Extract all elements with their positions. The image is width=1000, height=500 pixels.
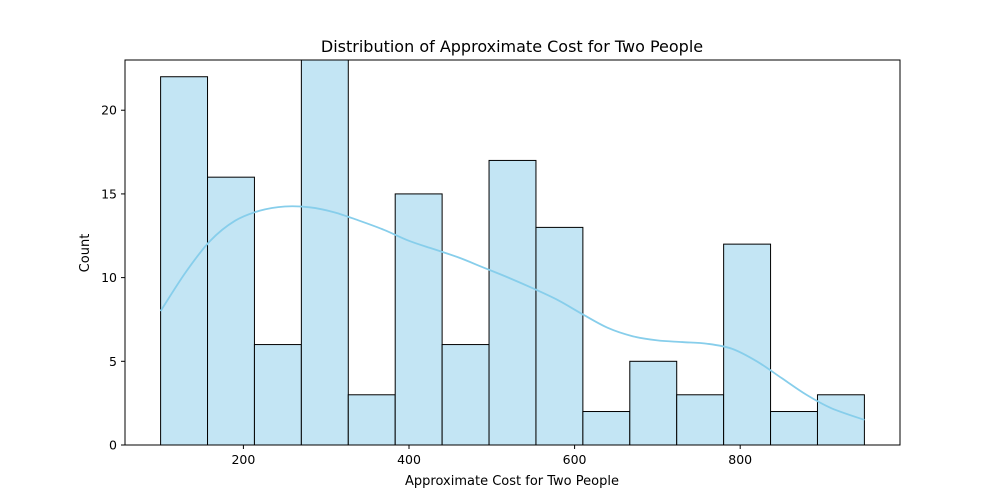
x-axis-label: Approximate Cost for Two People	[405, 474, 619, 489]
y-tick-label: 10	[101, 270, 117, 285]
histogram-bar	[535, 226, 584, 446]
histogram-bar	[253, 344, 302, 446]
kde-group	[159, 205, 865, 421]
y-tick-label: 15	[101, 186, 117, 201]
histogram-bar	[770, 411, 818, 446]
histogram-bar	[676, 394, 725, 446]
y-tick-label: 5	[109, 354, 117, 369]
bars-group	[160, 59, 865, 446]
y-tick-label: 0	[109, 438, 117, 453]
histogram-bar	[816, 394, 865, 446]
histogram-bar	[300, 59, 349, 446]
y-axis-label: Count	[78, 234, 93, 273]
x-tick-label: 200	[231, 452, 255, 467]
histogram-bar	[629, 360, 678, 446]
axes-group: 200 400 600 800 0 5 10 15 20	[101, 59, 901, 467]
x-tick-label: 400	[397, 452, 421, 467]
histogram-bar	[394, 193, 443, 446]
y-tick-label: 20	[101, 103, 117, 118]
histogram-bar	[488, 159, 537, 446]
plot-frame	[124, 59, 901, 446]
histogram-bar	[723, 243, 772, 446]
histogram-bar	[160, 76, 209, 446]
x-tick-label: 600	[563, 452, 587, 467]
chart-title: Distribution of Approximate Cost for Two…	[321, 37, 703, 56]
histogram-bar	[582, 411, 631, 446]
histogram-bar	[347, 394, 396, 446]
kde-line	[159, 205, 865, 421]
histogram-bar	[441, 344, 490, 446]
histogram-bar	[207, 176, 255, 446]
x-tick-label: 800	[728, 452, 752, 467]
